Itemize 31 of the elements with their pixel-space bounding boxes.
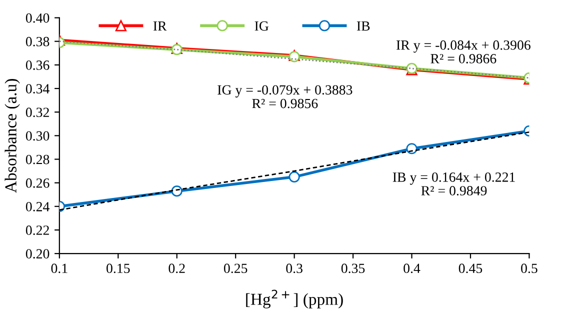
- y-tick-label: 0.22: [26, 226, 49, 235]
- annotation: IG y = -0.079x + 0.3883 R² = 0.9856: [218, 85, 352, 108]
- y-tick-label: 0.30: [26, 131, 50, 141]
- y-tick-label: 0.40: [26, 13, 50, 23]
- legend-label: IB: [356, 21, 370, 31]
- y-tick-label: 0.28: [26, 154, 50, 164]
- annotation: IB y = 0.164x + 0.221 R² = 0.9849: [392, 172, 515, 196]
- point: [406, 143, 418, 154]
- x-tick-label: 0.35: [341, 264, 365, 274]
- x-tick-label: 0.1: [51, 264, 68, 274]
- x-tick-label: 0.4: [404, 264, 420, 274]
- y-tick-label: 0.20: [26, 249, 50, 259]
- y-tick-label: 0.32: [26, 108, 49, 118]
- y-tick-label: 0.26: [26, 178, 50, 188]
- x-tick-label: 0.2: [168, 264, 185, 274]
- y-tick-label: 0.24: [26, 202, 50, 212]
- y-tick-label: 0.34: [26, 84, 50, 94]
- point: [288, 171, 300, 182]
- x-tick-label: 0.5: [521, 264, 538, 274]
- annotation: IR y = -0.084x + 0.3906 R² = 0.9866: [396, 40, 530, 64]
- x-tick-label: 0.15: [106, 264, 130, 274]
- point: [171, 186, 182, 197]
- legend-label: IR: [153, 21, 167, 31]
- x-tick-label: 0.3: [286, 264, 302, 274]
- y-tick-label: 0.36: [26, 60, 50, 70]
- x-tick-label: 0.45: [458, 264, 482, 274]
- legend-label: IG: [254, 21, 269, 31]
- y-tick-label: 0.38: [26, 36, 50, 46]
- x-tick-label: 0.25: [224, 264, 248, 274]
- x-axis-title: [Hg$^{2+}$] (ppm): [246, 290, 343, 308]
- y-axis-title: Absorbance (a.u): [4, 79, 20, 193]
